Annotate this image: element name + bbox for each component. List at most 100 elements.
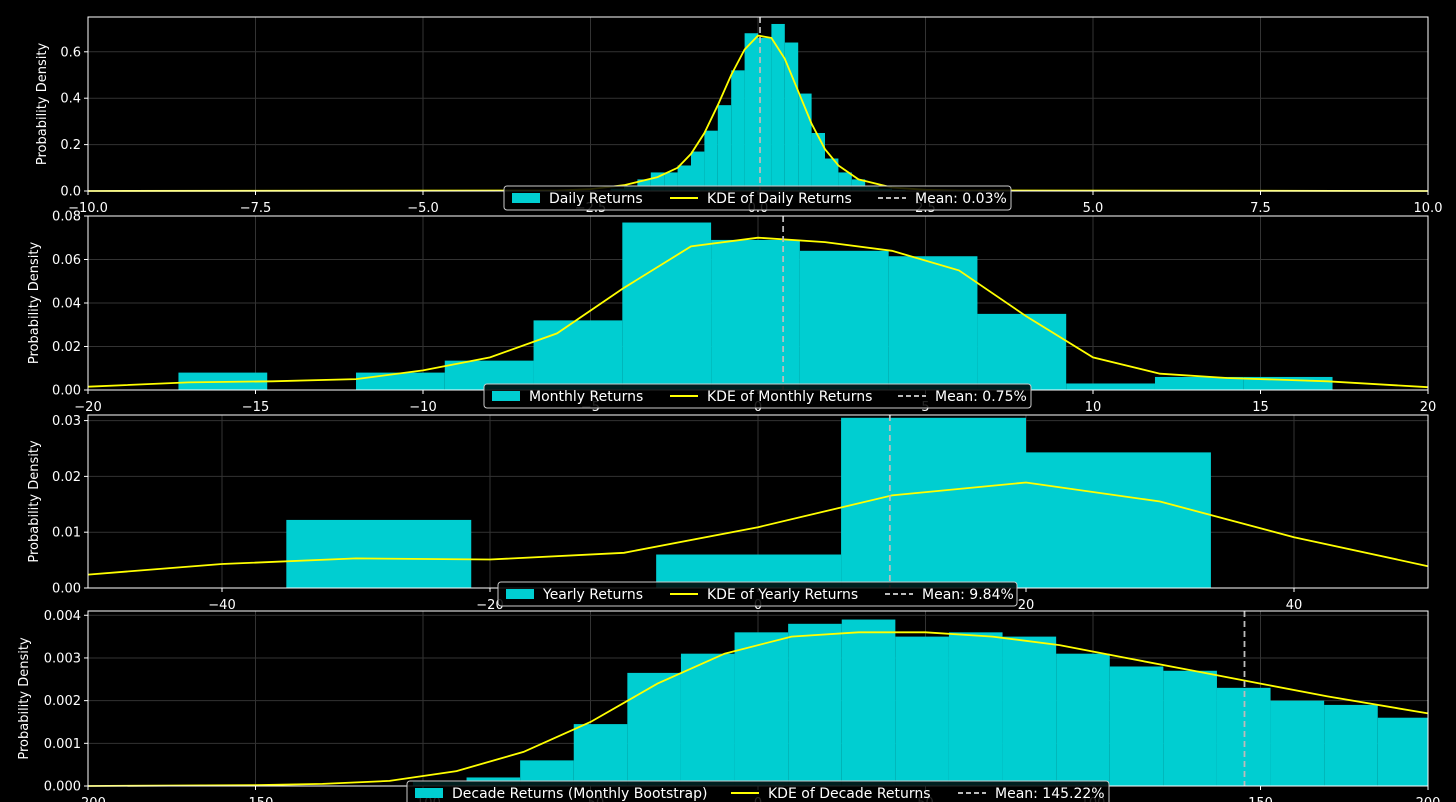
- hist-bar: [711, 239, 800, 390]
- x-tick-label: 20: [1420, 400, 1437, 415]
- x-tick-label: 5.0: [1083, 201, 1104, 216]
- y-tick-label: 0.04: [52, 297, 81, 312]
- y-axis-label: Probability Density: [17, 637, 32, 760]
- legend: Decade Returns (Monthly Bootstrap) KDE of…: [406, 780, 1110, 802]
- y-axis-label: Probability Density: [27, 242, 42, 365]
- y-tick-label: 0.6: [60, 45, 81, 60]
- legend-mean-label: Mean: 0.03%: [915, 191, 1007, 207]
- x-tick-label: 150: [1248, 796, 1273, 802]
- hist-bar: [573, 724, 628, 786]
- x-tick-label: −200: [70, 796, 106, 802]
- hist-bar: [744, 33, 758, 191]
- x-tick-label: 40: [1286, 598, 1303, 613]
- panel-3: 0.000.010.020.03−40−2002040Probability D…: [27, 414, 1429, 613]
- hist-bar: [691, 151, 705, 191]
- hist-bar: [1270, 700, 1325, 786]
- hist-bar: [758, 37, 772, 191]
- hist-bar: [851, 179, 866, 191]
- hist-bar: [731, 70, 745, 191]
- legend: Yearly Returns KDE of Yearly Returns Mean:…: [497, 581, 1018, 607]
- legend-mean-label: Mean: 0.75%: [935, 389, 1027, 405]
- kde-line: [87, 631, 1429, 787]
- x-tick-label: −15: [242, 400, 269, 415]
- legend: Monthly Returns KDE of Monthly Returns Mea…: [483, 383, 1032, 409]
- hist-bar: [533, 320, 623, 390]
- hist-bar: [841, 619, 896, 786]
- x-tick-label: 10: [1085, 400, 1102, 415]
- hist-bar: [1066, 383, 1155, 390]
- legend-kde-label: KDE of Monthly Returns: [707, 389, 872, 405]
- hist-bar: [1109, 666, 1164, 786]
- hist-bar: [799, 250, 889, 390]
- y-tick-label: 0.004: [44, 609, 81, 624]
- hist-bar: [627, 672, 681, 786]
- panel-1: 0.00.20.40.6−10.0−7.5−5.0−2.50.02.55.07.…: [35, 16, 1443, 216]
- legend-hist-swatch: [512, 193, 540, 203]
- x-tick-label: 200: [1416, 796, 1441, 802]
- x-tick-label: −10.0: [68, 201, 108, 216]
- legend-kde-label: KDE of Decade Returns: [768, 786, 931, 802]
- hist-bar: [1056, 653, 1110, 786]
- legend-box: [497, 581, 1018, 607]
- y-tick-label: 0.4: [60, 92, 81, 107]
- x-tick-label: −7.5: [240, 201, 272, 216]
- legend-hist-label: Yearly Returns: [542, 587, 643, 603]
- hist-bar: [680, 653, 735, 786]
- y-tick-label: 0.00: [52, 582, 81, 597]
- hist-bar: [784, 42, 799, 191]
- hist-bar: [948, 632, 1003, 786]
- hist-bar: [1002, 636, 1057, 786]
- hist-bar: [1163, 670, 1217, 786]
- hist-bar: [977, 313, 1067, 390]
- y-tick-label: 0.0: [60, 185, 81, 200]
- x-tick-label: 10.0: [1414, 201, 1443, 216]
- legend-hist-label: Decade Returns (Monthly Bootstrap): [452, 786, 707, 802]
- legend-box: [406, 780, 1110, 802]
- hist-bar: [825, 158, 839, 191]
- legend-kde-label: KDE of Daily Returns: [707, 191, 852, 207]
- y-tick-label: 0.03: [52, 414, 81, 429]
- legend-box: [483, 383, 1032, 409]
- legend: Daily Returns KDE of Daily Returns Mean: 0…: [503, 185, 1012, 211]
- x-tick-label: 7.5: [1250, 201, 1271, 216]
- legend-mean-label: Mean: 145.22%: [995, 786, 1105, 802]
- y-axis-label: Probability Density: [27, 440, 42, 563]
- legend-hist-swatch: [506, 589, 534, 599]
- hist-bar: [1026, 452, 1211, 588]
- x-tick-label: 15: [1252, 400, 1269, 415]
- y-tick-label: 0.08: [52, 210, 81, 225]
- kde-line: [87, 481, 1429, 576]
- y-tick-label: 0.02: [52, 470, 81, 485]
- legend-mean-label: Mean: 9.84%: [922, 587, 1014, 603]
- hist-bar: [286, 519, 472, 588]
- kde-line: [87, 34, 1429, 192]
- y-tick-label: 0.001: [44, 737, 81, 752]
- x-tick-label: 20: [1018, 598, 1035, 613]
- legend-hist-label: Daily Returns: [549, 191, 643, 207]
- y-tick-label: 0.00: [52, 384, 81, 399]
- x-tick-label: −150: [238, 796, 274, 802]
- x-tick-label: −40: [208, 598, 235, 613]
- x-tick-label: −20: [476, 598, 503, 613]
- x-tick-label: −10: [409, 400, 436, 415]
- hist-bar: [637, 179, 651, 191]
- hist-bar: [677, 165, 691, 191]
- legend-hist-swatch: [492, 391, 520, 401]
- hist-bar: [356, 372, 445, 390]
- hist-bar: [788, 623, 842, 786]
- legend-box: [503, 185, 1012, 211]
- kde-line: [87, 236, 1429, 389]
- hist-bar: [888, 256, 978, 390]
- hist-bar: [811, 133, 825, 191]
- hist-bar: [734, 632, 789, 786]
- y-tick-label: 0.2: [60, 138, 81, 153]
- panel-4: 0.0000.0010.0020.0030.004−200−150−100−50…: [17, 609, 1440, 802]
- x-tick-label: −20: [74, 400, 101, 415]
- hist-bar: [717, 105, 732, 191]
- y-tick-label: 0.02: [52, 340, 81, 355]
- y-axis-label: Probability Density: [35, 43, 50, 166]
- panel-2: 0.000.020.040.060.08−20−15−10−505101520P…: [27, 210, 1436, 416]
- hist-bar: [1377, 717, 1428, 786]
- y-tick-label: 0.000: [44, 780, 81, 795]
